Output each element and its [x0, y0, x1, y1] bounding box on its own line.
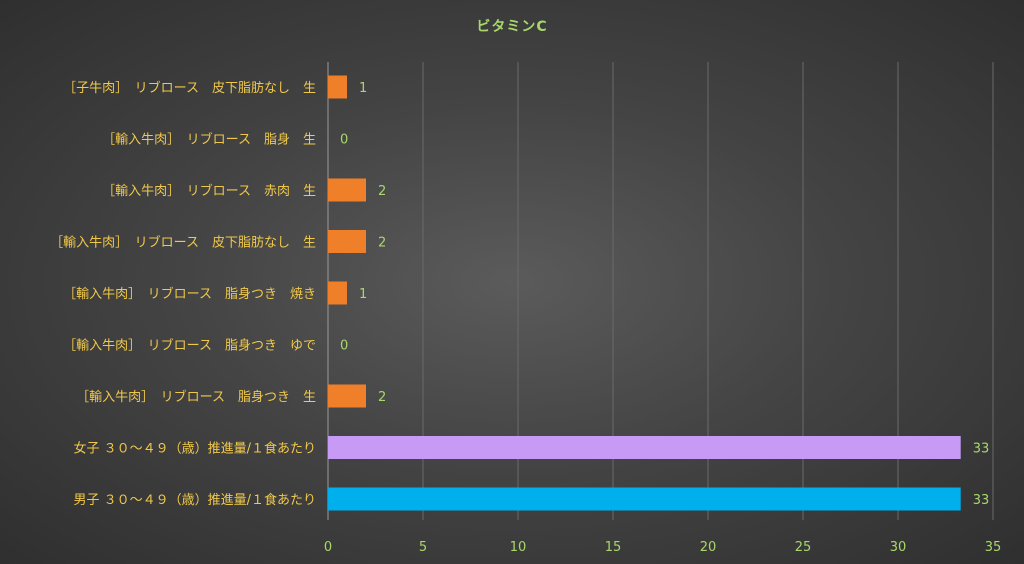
- data-label: 0: [340, 133, 348, 148]
- bar: [328, 178, 366, 202]
- category-label: ［輸入牛肉］ リブロース 赤肉 生: [102, 183, 316, 199]
- data-label: 0: [340, 339, 348, 354]
- chart-title: ビタミンC: [476, 19, 548, 35]
- category-label: ［輸入牛肉］ リブロース 脂身つき 焼き: [63, 286, 316, 302]
- x-tick-label: 0: [324, 540, 332, 555]
- category-label: ［輸入牛肉］ リブロース 皮下脂肪なし 生: [50, 235, 316, 251]
- category-label: 女子 ３０～４９（歳）推進量/１食あたり: [73, 441, 316, 457]
- data-label: 2: [378, 236, 386, 251]
- category-label: ［輸入牛肉］ リブロース 脂身つき ゆで: [63, 338, 316, 354]
- data-label: 33: [973, 493, 990, 508]
- bar: [328, 384, 366, 408]
- category-label: ［子牛肉］ リブロース 皮下脂肪なし 生: [63, 80, 316, 96]
- x-tick-label: 20: [700, 540, 717, 555]
- bar: [328, 436, 961, 459]
- category-label: ［輸入牛肉］ リブロース 脂身 生: [102, 132, 316, 148]
- data-label: 2: [378, 184, 386, 199]
- data-label: 2: [378, 390, 386, 405]
- x-tick-label: 15: [605, 540, 622, 555]
- bar: [328, 230, 366, 253]
- x-tick-label: 10: [510, 540, 527, 555]
- x-tick-label: 25: [795, 540, 812, 555]
- data-label: 33: [973, 442, 990, 457]
- x-tick-label: 35: [985, 540, 1002, 555]
- bar: [328, 281, 347, 305]
- x-tick-label: 5: [419, 540, 427, 555]
- data-label: 1: [359, 287, 367, 302]
- data-label: 1: [359, 81, 367, 96]
- category-label: 男子 ３０～４９（歳）推進量/１食あたり: [73, 492, 316, 508]
- bar: [328, 487, 961, 511]
- x-tick-label: 30: [890, 540, 907, 555]
- category-label: ［輸入牛肉］ リブロース 脂身つき 生: [76, 389, 316, 405]
- bar: [328, 75, 347, 99]
